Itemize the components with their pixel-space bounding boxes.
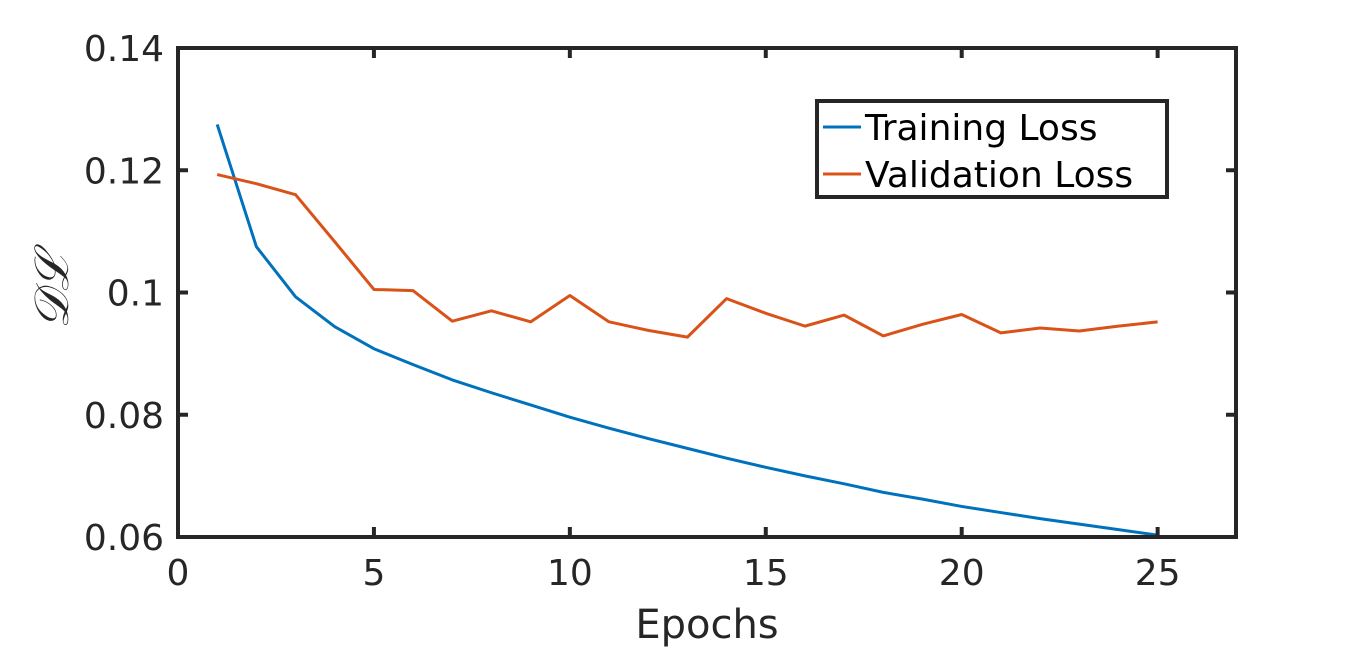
series-line-validation-loss [216,173,1158,339]
x-tick-label: 10 [547,553,593,594]
legend-label: Validation Loss [865,155,1133,196]
ticks-layer [176,46,1236,539]
x-axis-title: Epochs [635,602,778,648]
y-tick-label: 0.08 [84,396,164,437]
y-tick-label: 0.14 [84,29,164,70]
x-tick-label: 0 [167,553,190,594]
x-tick-label: 15 [743,553,789,594]
x-tick-label: 20 [939,553,985,594]
legend-box [815,99,1169,199]
series-layer [215,123,1158,537]
x-tick-label: 5 [362,553,385,594]
legend-items: Training Loss Validation Loss [823,108,1133,196]
y-tick-label: 0.1 [107,274,164,315]
y-tick-label: 0.06 [84,518,164,559]
legend-label: Training Loss [864,108,1097,149]
y-tick-label: 0.12 [84,151,164,192]
y-axis-title: 𝒟ℒ [24,244,80,329]
plot-area [215,123,1158,537]
legend: Training Loss Validation Loss [815,99,1169,199]
x-tick-label: 25 [1135,553,1181,594]
series-line-training-loss [215,123,1158,537]
tick-labels-layer: 0 5 10 15 20 25 0.06 0.08 0.1 0.12 0.14 [84,29,1181,594]
